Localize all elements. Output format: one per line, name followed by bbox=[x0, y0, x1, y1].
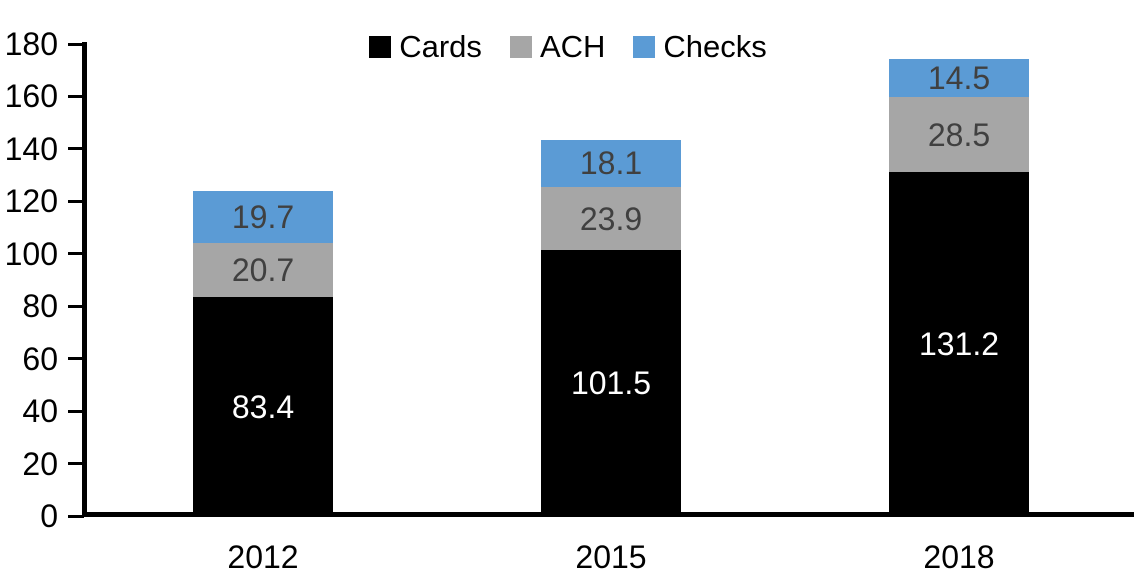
y-axis-tick bbox=[68, 199, 84, 203]
y-axis-label: 180 bbox=[4, 26, 58, 62]
y-axis-label: 60 bbox=[22, 340, 58, 377]
bar-segment-cards-2015: 101.5 bbox=[541, 249, 681, 516]
bar-value-label: 131.2 bbox=[918, 325, 1000, 362]
y-axis-label: 20 bbox=[22, 445, 58, 482]
bar-segment-checks-2015: 18.1 bbox=[541, 139, 681, 188]
legend-item-cards: Cards bbox=[369, 28, 482, 66]
y-axis-tick bbox=[68, 147, 84, 151]
bar-value-label: 14.5 bbox=[927, 60, 991, 97]
x-axis-label-2018: 2018 bbox=[923, 539, 995, 575]
bar-segment-cards-2018: 131.2 bbox=[889, 171, 1029, 516]
legend-item-ach: ACH bbox=[509, 28, 606, 66]
legend-label-checks: Checks bbox=[663, 29, 767, 64]
bar-segment-ach-2015: 23.9 bbox=[541, 187, 681, 250]
y-axis-label: 140 bbox=[4, 130, 58, 167]
y-axis-tick bbox=[68, 514, 84, 518]
bar-value-label: 20.7 bbox=[231, 252, 295, 289]
legend-swatch-ach bbox=[509, 36, 532, 58]
legend-swatch-cards bbox=[369, 36, 392, 58]
bar-value-label: 19.7 bbox=[231, 199, 295, 236]
legend: Cards ACH Checks bbox=[0, 28, 1136, 66]
bar-value-label: 83.4 bbox=[231, 388, 295, 425]
bar-segment-checks-2012: 19.7 bbox=[193, 191, 333, 244]
y-axis-line bbox=[82, 42, 87, 517]
legend-swatch-checks bbox=[633, 36, 656, 58]
y-axis-label: 40 bbox=[22, 393, 58, 430]
bar-value-label: 18.1 bbox=[579, 145, 643, 182]
bar-value-label: 28.5 bbox=[927, 116, 991, 153]
y-axis-label: 100 bbox=[4, 235, 58, 272]
legend-item-checks: Checks bbox=[633, 28, 767, 66]
legend-label-cards: Cards bbox=[399, 29, 482, 64]
x-axis-label-2012: 2012 bbox=[227, 539, 299, 575]
y-axis-tick bbox=[68, 462, 84, 466]
y-axis-tick bbox=[68, 357, 84, 361]
bar-segment-ach-2012: 20.7 bbox=[193, 243, 333, 298]
bar-value-label: 23.9 bbox=[579, 200, 643, 237]
y-axis-label: 0 bbox=[40, 498, 58, 534]
bar-value-label: 101.5 bbox=[570, 364, 652, 401]
y-axis-label: 160 bbox=[4, 78, 58, 115]
legend-label-ach: ACH bbox=[539, 29, 606, 64]
y-axis-tick bbox=[68, 94, 84, 98]
y-axis-label: 120 bbox=[4, 183, 58, 220]
bar-segment-checks-2018: 14.5 bbox=[889, 59, 1029, 98]
y-axis-label: 80 bbox=[22, 288, 58, 325]
y-axis-tick bbox=[68, 42, 84, 46]
bar-segment-cards-2012: 83.4 bbox=[193, 297, 333, 516]
y-axis-tick bbox=[68, 304, 84, 308]
x-axis-label-2015: 2015 bbox=[575, 539, 647, 575]
bar-segment-ach-2018: 28.5 bbox=[889, 97, 1029, 172]
y-axis-tick bbox=[68, 252, 84, 256]
y-axis-tick bbox=[68, 409, 84, 413]
